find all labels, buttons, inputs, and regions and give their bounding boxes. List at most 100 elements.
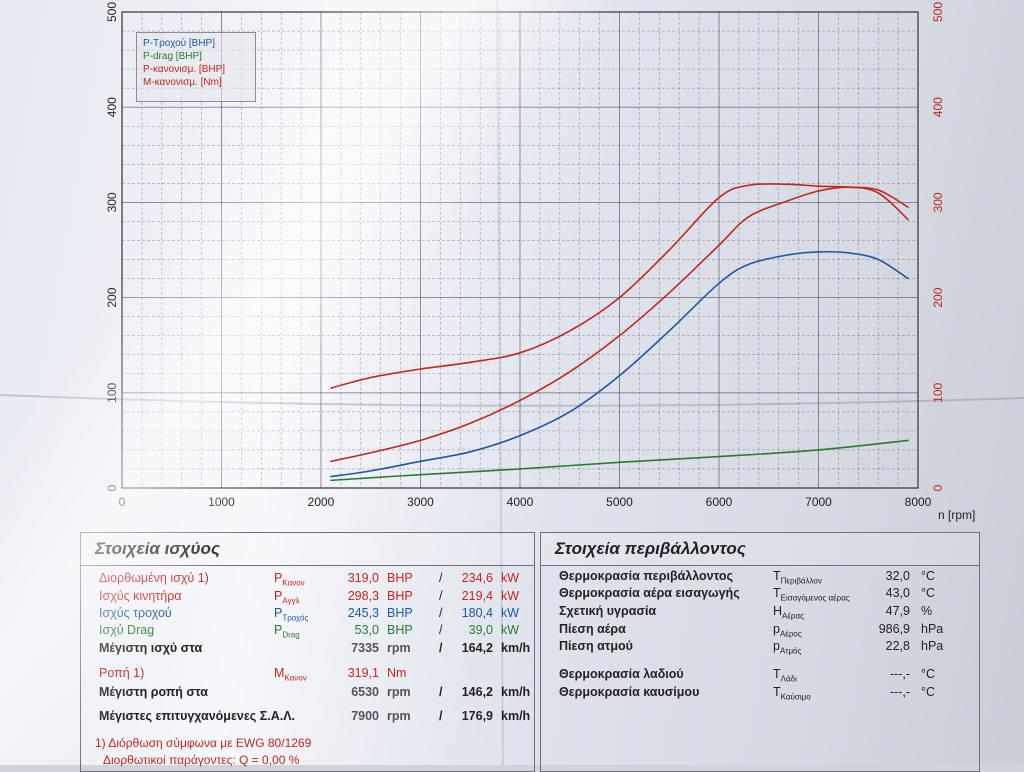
power-row-separator: / bbox=[439, 685, 443, 699]
power-row-unit-secondary: km/h bbox=[501, 685, 531, 699]
environment-row-unit: hPa bbox=[921, 622, 944, 636]
y-left-tick-label: 0 bbox=[105, 484, 119, 491]
legend-item-corrected-power: P-κανονισμ. [BHP] bbox=[143, 64, 226, 75]
power-row-unit-secondary: kW bbox=[501, 589, 520, 603]
power-row-symbol: PΤροχός bbox=[274, 606, 309, 623]
x-tick-label: 2000 bbox=[308, 495, 335, 509]
power-row-label: Ισχύ Drag bbox=[99, 623, 155, 637]
power-row-label: Μέγιστη ισχύ στα bbox=[99, 641, 203, 655]
y-right-tick-label: 200 bbox=[931, 287, 945, 307]
power-row: Διορθωμένη ισχύ 1) PΚανον 319,0 BHP / 234,6 kW bbox=[81, 571, 536, 588]
power-row-value: 319,1 bbox=[347, 666, 379, 680]
power-panel: Στοιχεία ισχύος Διορθωμένη ισχύ 1) PΚανον… bbox=[80, 532, 535, 772]
environment-row-unit: °C bbox=[921, 569, 936, 583]
x-tick-label: 7000 bbox=[805, 495, 832, 509]
x-tick-label: 3000 bbox=[407, 495, 434, 509]
y-left-tick-label: 400 bbox=[105, 97, 119, 117]
power-row: Ροπή 1) MΚανον 319,1 Nm bbox=[81, 666, 536, 683]
power-row-value-secondary: 164,2 bbox=[461, 641, 493, 655]
x-tick-label: 4000 bbox=[507, 495, 534, 509]
power-row-value-secondary: 234,6 bbox=[461, 571, 493, 585]
power-row-unit-secondary: kW bbox=[501, 606, 520, 620]
y-left-tick-label: 100 bbox=[105, 382, 119, 402]
environment-panel-title: Στοιχεία περιβάλλοντος bbox=[541, 533, 979, 566]
environment-row-value: 32,0 bbox=[885, 569, 910, 583]
environment-row-value: 22,8 bbox=[885, 639, 910, 653]
environment-row-label: Θερμοκρασία λαδιού bbox=[559, 667, 684, 681]
x-tick-label: 8000 bbox=[905, 495, 932, 509]
environment-row-label: Πίεση αέρα bbox=[559, 622, 626, 636]
environment-row-unit: °C bbox=[921, 667, 936, 681]
x-tick-label: 1000 bbox=[208, 495, 235, 509]
y-right-tick-label: 100 bbox=[931, 382, 945, 402]
power-row-value-secondary: 180,4 bbox=[461, 606, 493, 620]
power-row-symbol: MΚανον bbox=[274, 666, 307, 683]
environment-row: Πίεση ατμού pΑτμός 22,8 hPa bbox=[541, 639, 981, 656]
power-row-unit-secondary: kW bbox=[501, 571, 520, 585]
environment-row-symbol: pΑέρος bbox=[773, 622, 802, 639]
power-row-symbol: PΑγγλ bbox=[274, 589, 300, 606]
power-row: Μέγιστες επιτυγχανόμενες Σ.Α.Λ. 7900 rpm / 1… bbox=[81, 709, 536, 725]
power-row-separator: / bbox=[439, 641, 443, 655]
power-row: Μέγιστη ισχύ στα 7335 rpm / 164,2 km/h bbox=[81, 641, 536, 657]
power-row-symbol: PDrag bbox=[274, 623, 300, 640]
power-row-unit: BHP bbox=[387, 623, 413, 637]
x-tick-label: 5000 bbox=[606, 495, 633, 509]
power-row-label: Ισχύς κινητήρα bbox=[99, 589, 182, 603]
power-row-separator: / bbox=[439, 606, 443, 620]
power-row-label: Ισχύς τροχού bbox=[99, 606, 172, 620]
power-row-value: 6530 bbox=[351, 685, 379, 699]
power-row-value-secondary: 219,4 bbox=[461, 589, 493, 603]
environment-row-value: ---,- bbox=[889, 685, 910, 699]
environment-panel: Στοιχεία περιβάλλοντος Θερμοκρασία περιβ… bbox=[540, 532, 980, 772]
y-left-tick-label: 200 bbox=[105, 287, 119, 307]
power-row-value: 298,3 bbox=[347, 589, 379, 603]
x-tick-label: 0 bbox=[119, 495, 126, 509]
y-right-tick-label: 0 bbox=[931, 484, 945, 491]
environment-row: Σχετική υγρασία HΑέρας 47,9% bbox=[541, 604, 981, 621]
environment-row: Θερμοκρασία αέρα εισαγωγής TΕισαγόμενος α… bbox=[541, 586, 981, 603]
power-row-unit: BHP bbox=[387, 606, 413, 620]
environment-row-value: 986,9 bbox=[878, 622, 910, 636]
power-row-unit: BHP bbox=[387, 571, 413, 585]
environment-row: Πίεση αέρα pΑέρος 986,9 hPa bbox=[541, 622, 981, 639]
environment-row-symbol: TΕισαγόμενος αέρας bbox=[773, 586, 850, 603]
power-row-unit: Nm bbox=[387, 666, 407, 680]
x-axis-label: n [rpm] bbox=[938, 508, 975, 522]
power-row-value-secondary: 146,2 bbox=[461, 685, 493, 699]
environment-row-unit: °C bbox=[921, 586, 936, 600]
environment-row-unit: °C bbox=[921, 685, 936, 699]
x-tick-label: 6000 bbox=[706, 495, 733, 509]
power-row-value: 319,0 bbox=[347, 571, 379, 585]
power-row-value: 53,0 bbox=[354, 623, 379, 637]
environment-row-symbol: TΚαύσιμο bbox=[773, 685, 811, 702]
environment-row-label: Θερμοκρασία περιβάλλοντος bbox=[559, 569, 733, 583]
footnote-correction: 1) Διόρθωση σύμφωνα με EWG 80/1269 bbox=[95, 736, 312, 750]
power-row: Ισχύς τροχού PΤροχός 245,3 BHP / 180,4 kW bbox=[81, 606, 536, 623]
power-row-unit: rpm bbox=[387, 685, 411, 699]
power-row-label: Μέγιστες επιτυγχανόμενες Σ.Α.Λ. bbox=[99, 709, 296, 723]
chart-legend: P-Τροχού [BHP] P-drag [BHP] P-κανονισμ. … bbox=[136, 32, 256, 102]
power-row-separator: / bbox=[439, 623, 443, 637]
power-panel-title: Στοιχεία ισχύος bbox=[81, 533, 534, 566]
power-row-unit-secondary: km/h bbox=[501, 709, 531, 723]
power-row: Ισχύ Drag PDrag 53,0 BHP / 39,0 kW bbox=[81, 623, 536, 640]
legend-item-wheel-power: P-Τροχού [BHP] bbox=[143, 38, 215, 49]
environment-row-label: Θερμοκρασία αέρα εισαγωγής bbox=[559, 586, 740, 600]
power-row-unit: rpm bbox=[387, 641, 411, 655]
environment-row-value: ---,- bbox=[889, 667, 910, 681]
y-right-tick-label: 400 bbox=[931, 97, 945, 117]
power-row: Ισχύς κινητήρα PΑγγλ 298,3 BHP / 219,4 kW bbox=[81, 589, 536, 606]
environment-row: Θερμοκρασία λαδιού TΛάδι ---,- °C bbox=[541, 667, 981, 684]
environment-row-label: Σχετική υγρασία bbox=[559, 604, 657, 618]
power-row-value-secondary: 39,0 bbox=[468, 623, 493, 637]
power-row-separator: / bbox=[439, 571, 443, 585]
environment-row: Θερμοκρασία καυσίμου TΚαύσιμο ---,- °C bbox=[541, 685, 981, 702]
environment-row: Θερμοκρασία περιβάλλοντος TΠεριβάλλον 32,0… bbox=[541, 569, 981, 586]
environment-row-unit: hPa bbox=[921, 639, 944, 653]
y-right-tick-label: 300 bbox=[931, 192, 945, 212]
power-row-value: 7335 bbox=[351, 641, 379, 655]
power-row-separator: / bbox=[439, 589, 443, 603]
environment-row-symbol: TΠεριβάλλον bbox=[773, 569, 822, 586]
legend-item-corrected-torque: M-κανονισμ. [Nm] bbox=[143, 77, 222, 88]
